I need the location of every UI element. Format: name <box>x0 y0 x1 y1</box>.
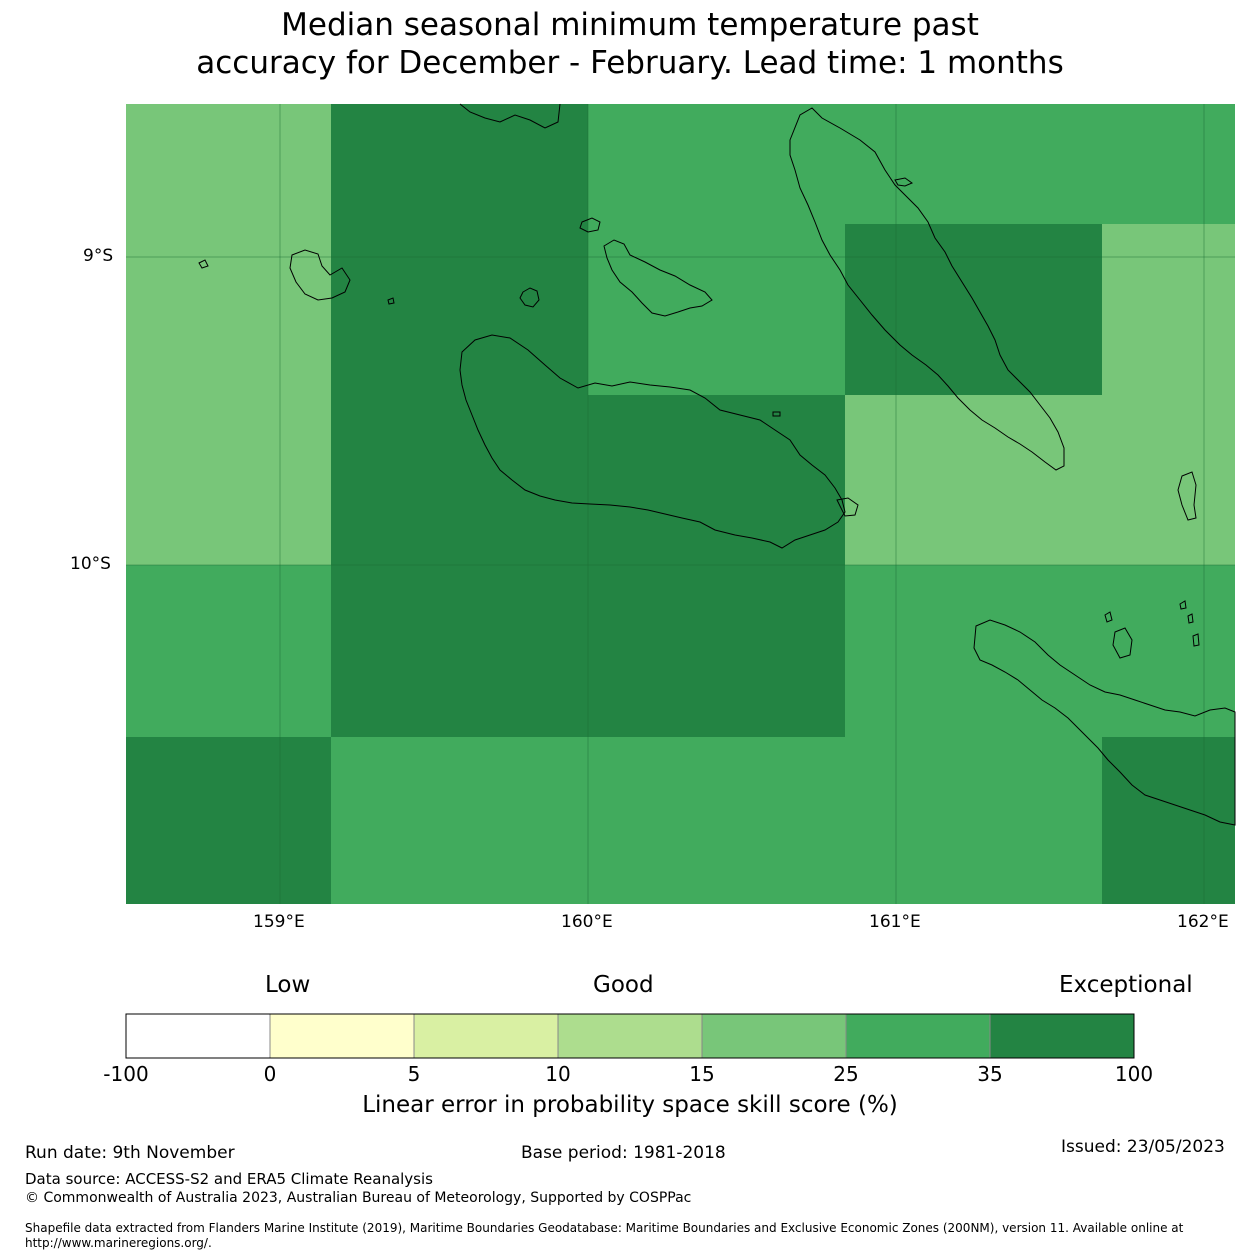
grid-cell <box>588 104 1235 224</box>
colorbar-tick: 35 <box>977 1062 1003 1086</box>
colorbar-dividers <box>269 1014 991 1058</box>
ulawa-coastline <box>1112 627 1133 659</box>
grid-cell <box>331 737 1102 904</box>
base-period: Base period: 1981-2018 <box>521 1143 726 1163</box>
islet-coastline-4 <box>772 411 781 417</box>
colorbar-tick: 10 <box>545 1062 571 1086</box>
russell-islands-coastline <box>289 249 351 301</box>
run-date: Run date: 9th November <box>25 1143 235 1163</box>
shapefile-attribution: Shapefile data extracted from Flanders M… <box>25 1221 1184 1250</box>
colorbar-bin <box>702 1014 846 1058</box>
lon-label-162e: 162°E <box>1177 912 1229 932</box>
colorbar-axis-label: Linear error in probability space skill … <box>362 1092 898 1118</box>
skill-grid-cells <box>126 104 1235 904</box>
grid-cell <box>845 395 1235 565</box>
colorbar-word-low: Low <box>265 972 311 998</box>
lon-label-159e: 159°E <box>253 912 305 932</box>
small-islets-coastline <box>1104 600 1200 647</box>
makira-coastline <box>973 619 1236 826</box>
colorbar-bin <box>558 1014 702 1058</box>
grid-cell <box>588 395 845 565</box>
colorbar-word-exceptional: Exceptional <box>1059 972 1193 998</box>
colorbar-tick: 0 <box>263 1062 277 1086</box>
issued-date: Issued: 23/05/2023 <box>1061 1137 1225 1157</box>
map-title-line-1: Median seasonal minimum temperature past <box>281 7 979 43</box>
colorbar-bin <box>990 1014 1134 1058</box>
copyright-notice: © Commonwealth of Australia 2023, Austra… <box>25 1190 692 1206</box>
islet-coastline-5 <box>387 297 395 305</box>
colorbar-tick: 15 <box>689 1062 715 1086</box>
grid-cell <box>126 104 331 565</box>
guadalcanal-coastline <box>459 334 846 549</box>
sikaiana-coastline <box>1177 471 1197 521</box>
grid-cell <box>845 224 1102 395</box>
colorbar-tick: 5 <box>407 1062 421 1086</box>
grid-cell <box>126 565 331 737</box>
colorbar-tick: 100 <box>1114 1062 1154 1086</box>
islet-coastline-2 <box>836 497 859 517</box>
grid-cell <box>126 737 331 904</box>
grid-cell <box>331 565 845 737</box>
colorbar-bin <box>414 1014 558 1058</box>
lat-label-9s: 9°S <box>83 246 114 266</box>
florida-islands-coastline <box>603 239 713 317</box>
coastlines <box>198 103 1236 826</box>
small-islet-coastline <box>198 259 209 269</box>
grid-cell <box>1102 224 1235 395</box>
lat-label-10s: 10°S <box>70 554 111 574</box>
colorbar-tick: 25 <box>833 1062 859 1086</box>
grid-cell <box>588 224 845 395</box>
malaita-coastline <box>789 107 1065 471</box>
colorbar-bin <box>270 1014 414 1058</box>
grid-cell <box>1102 737 1235 904</box>
lon-label-160e: 160°E <box>561 912 613 932</box>
colorbar-bin <box>846 1014 990 1058</box>
colorbar-tick: -100 <box>103 1062 149 1086</box>
lon-label-161e: 161°E <box>869 912 921 932</box>
grid-cell <box>331 104 588 565</box>
colorbar-bin <box>126 1014 270 1058</box>
savo-coastline <box>579 217 601 233</box>
grid-cell <box>845 565 1235 737</box>
data-source: Data source: ACCESS-S2 and ERA5 Climate … <box>25 1170 433 1188</box>
map-title-line-2: accuracy for December - February. Lead t… <box>196 45 1064 81</box>
colorbar-frame <box>125 1013 1135 1059</box>
islet-coastline-3 <box>894 177 914 187</box>
colorbar-word-good: Good <box>593 972 654 998</box>
north-malaita-coastline <box>459 103 561 129</box>
islet-coastline <box>519 287 540 308</box>
